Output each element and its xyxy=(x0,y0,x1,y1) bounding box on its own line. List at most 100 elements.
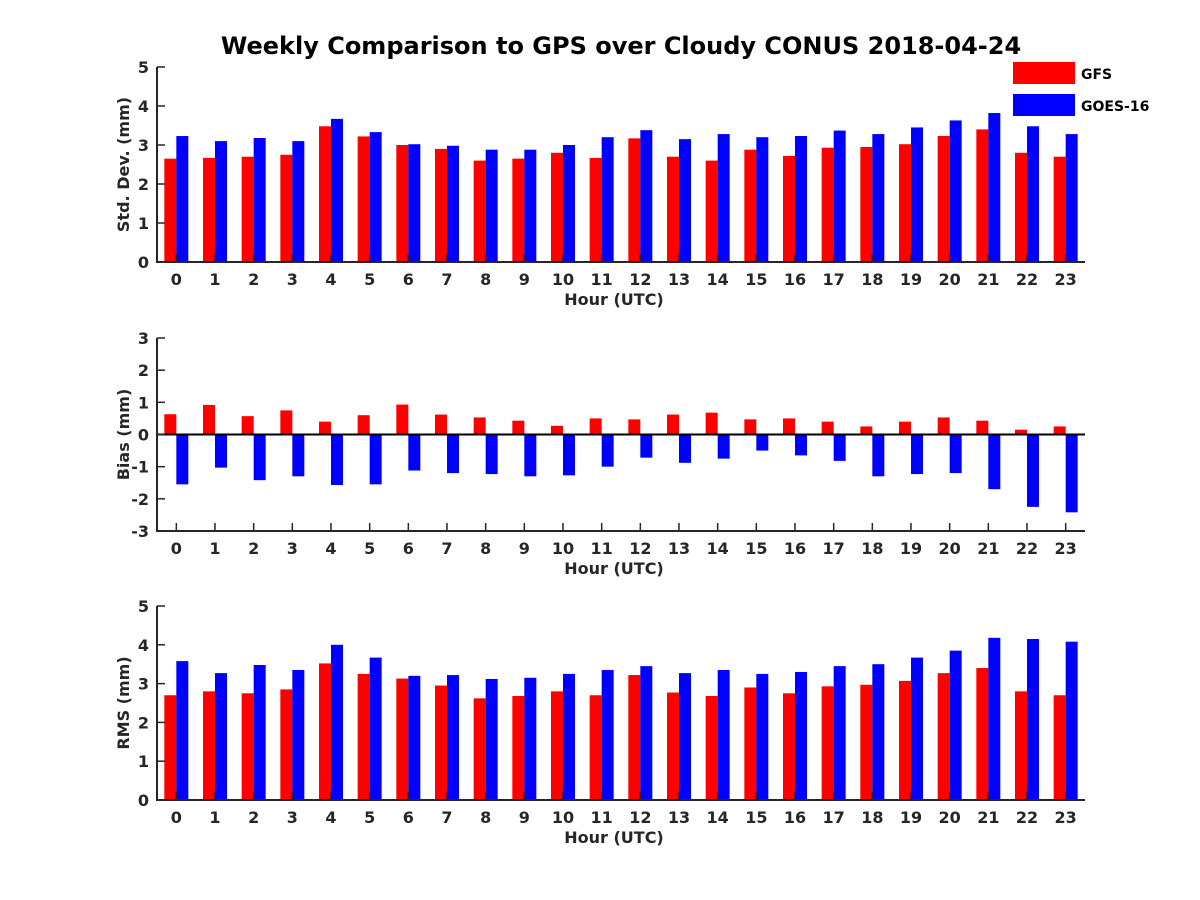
y-tick-label: -3 xyxy=(131,522,149,541)
bar-bias-gfs-20 xyxy=(937,417,950,435)
bar-stddev-goes16-1 xyxy=(215,141,227,262)
bar-bias-goes16-9 xyxy=(524,434,537,477)
bar-bias-goes16-21 xyxy=(988,434,1001,490)
bar-rms-goes16-1 xyxy=(215,673,227,800)
figure-title: Weekly Comparison to GPS over Cloudy CON… xyxy=(221,32,1021,60)
bar-bias-goes16-8 xyxy=(485,434,498,475)
bar-rms-goes16-4 xyxy=(331,644,343,800)
x-tick-label: 1 xyxy=(209,539,220,558)
bar-stddev-goes16-13 xyxy=(679,139,691,262)
x-axis-label: Hour (UTC) xyxy=(564,828,664,847)
x-tick-label: 4 xyxy=(325,270,336,289)
x-tick-label: 10 xyxy=(552,808,574,827)
x-tick-label: 7 xyxy=(441,808,452,827)
x-tick-label: 19 xyxy=(900,270,922,289)
x-tick-label: 5 xyxy=(364,270,375,289)
bar-stddev-gfs-1 xyxy=(203,157,215,262)
bar-rms-goes16-10 xyxy=(563,673,575,800)
bar-stddev-gfs-21 xyxy=(976,129,989,262)
bar-stddev-gfs-19 xyxy=(899,144,911,262)
legend-swatch-gfs xyxy=(1013,62,1075,84)
bar-bias-goes16-4 xyxy=(331,434,343,486)
bar-rms-gfs-20 xyxy=(937,673,950,800)
bar-stddev-goes16-19 xyxy=(911,127,923,262)
series-gfs xyxy=(164,663,1066,800)
x-tick-label: 22 xyxy=(1016,808,1038,827)
x-tick-label: 10 xyxy=(552,270,574,289)
x-tick-label: 17 xyxy=(823,808,845,827)
bar-stddev-gfs-18 xyxy=(860,146,873,262)
y-tick-label: 4 xyxy=(138,97,149,116)
y-tick-label: 3 xyxy=(138,675,149,694)
legend: GFS GOES-16 xyxy=(1013,62,1149,116)
y-axis-label: Bias (mm) xyxy=(114,389,133,481)
y-tick-label: 5 xyxy=(138,597,149,616)
x-tick-label: 20 xyxy=(939,539,961,558)
bar-stddev-goes16-2 xyxy=(253,137,266,262)
bar-bias-goes16-13 xyxy=(679,434,691,463)
bar-stddev-gfs-14 xyxy=(705,160,718,262)
x-tick-label: 23 xyxy=(1055,270,1077,289)
bar-bias-gfs-10 xyxy=(551,425,563,435)
bar-rms-goes16-9 xyxy=(524,677,537,800)
bar-bias-gfs-7 xyxy=(435,414,447,435)
x-tick-label: 11 xyxy=(591,270,613,289)
bar-bias-gfs-6 xyxy=(396,404,409,435)
bar-bias-gfs-18 xyxy=(860,426,873,435)
x-tick-label: 21 xyxy=(977,808,999,827)
bar-stddev-gfs-17 xyxy=(821,147,834,262)
bar-bias-goes16-7 xyxy=(447,434,459,474)
bar-stddev-goes16-14 xyxy=(717,134,730,262)
bar-rms-gfs-1 xyxy=(203,691,215,800)
bar-stddev-goes16-10 xyxy=(563,145,575,262)
x-tick-label: 6 xyxy=(403,539,414,558)
bar-stddev-gfs-5 xyxy=(357,136,370,262)
bar-stddev-gfs-13 xyxy=(667,156,679,262)
bar-bias-gfs-12 xyxy=(628,419,641,435)
bar-stddev-goes16-16 xyxy=(795,136,807,262)
x-tick-label: 13 xyxy=(668,808,690,827)
x-tick-label: 3 xyxy=(287,808,298,827)
y-tick-label: 2 xyxy=(138,713,149,732)
series-goes16 xyxy=(176,434,1078,513)
bar-stddev-goes16-20 xyxy=(949,120,962,263)
bar-stddev-gfs-23 xyxy=(1053,156,1066,262)
bar-rms-goes16-6 xyxy=(408,675,421,800)
x-tick-label: 20 xyxy=(939,270,961,289)
legend-swatch-goes16 xyxy=(1013,94,1075,116)
bar-stddev-gfs-4 xyxy=(319,126,331,262)
x-tick-label: 12 xyxy=(629,539,651,558)
y-tick-label: 1 xyxy=(138,752,149,771)
x-tick-label: 9 xyxy=(519,539,530,558)
bar-stddev-gfs-12 xyxy=(628,138,641,262)
bar-rms-gfs-11 xyxy=(589,695,602,800)
bar-bias-goes16-17 xyxy=(833,434,846,461)
bar-rms-goes16-5 xyxy=(369,657,382,800)
x-tick-label: 1 xyxy=(209,808,220,827)
bar-bias-goes16-1 xyxy=(215,434,227,468)
x-tick-label: 6 xyxy=(403,270,414,289)
series-goes16 xyxy=(176,113,1078,263)
bar-rms-goes16-13 xyxy=(679,673,691,800)
bar-rms-goes16-8 xyxy=(485,678,498,800)
y-tick-label: -2 xyxy=(131,490,149,509)
bar-rms-goes16-22 xyxy=(1027,638,1039,800)
x-tick-label: 21 xyxy=(977,270,999,289)
bar-bias-gfs-1 xyxy=(203,404,215,435)
y-tick-label: 5 xyxy=(138,58,149,77)
bar-bias-goes16-19 xyxy=(911,434,923,475)
bar-rms-gfs-14 xyxy=(705,696,718,800)
bar-stddev-gfs-7 xyxy=(435,148,447,262)
y-tick-label: 0 xyxy=(138,791,149,810)
bar-stddev-goes16-15 xyxy=(756,137,769,262)
bar-stddev-gfs-22 xyxy=(1015,152,1027,262)
x-tick-label: 0 xyxy=(171,808,182,827)
bar-rms-gfs-23 xyxy=(1053,695,1066,800)
bar-rms-goes16-12 xyxy=(640,666,653,800)
x-tick-label: 15 xyxy=(745,270,767,289)
bar-bias-gfs-15 xyxy=(744,419,757,435)
